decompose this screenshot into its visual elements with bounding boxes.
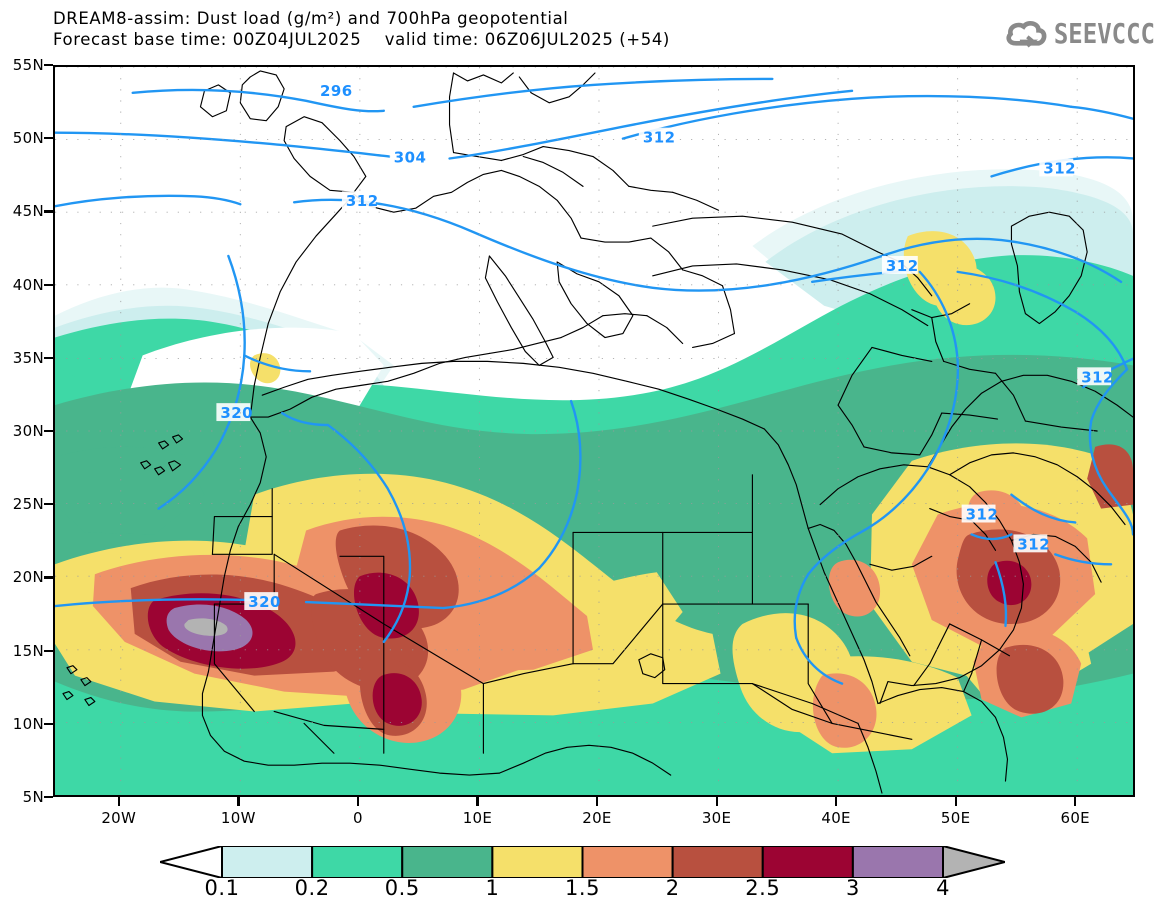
lat-tick — [44, 503, 53, 506]
lon-label: 50E — [940, 809, 971, 827]
lat-label: 45N — [12, 202, 44, 221]
title-line-2: Forecast base time: 00Z04JUL2025 valid t… — [53, 29, 1013, 50]
lat-label: 15N — [12, 641, 44, 660]
lat-label: 10N — [12, 714, 44, 733]
colorbar-tick-label: 0.5 — [384, 876, 420, 900]
svg-text:312: 312 — [1081, 368, 1114, 386]
lat-label: 20N — [12, 568, 44, 587]
colorbar-tick-label: 3 — [845, 876, 860, 900]
lat-tick — [44, 796, 53, 799]
geopotential-contours: 296 304 312 312 312 312 312 312 — [55, 77, 1133, 685]
lat-tick — [44, 430, 53, 433]
dust-load-colorbar[interactable] — [160, 846, 1005, 878]
contour-value-labels: 296 304 312 312 312 312 312 312 — [216, 80, 1114, 611]
lon-tick — [237, 797, 240, 806]
lat-label: 40N — [12, 275, 44, 294]
colorbar-tick-label: 2 — [665, 876, 680, 900]
lon-tick — [715, 797, 718, 806]
lat-tick — [44, 356, 53, 359]
lat-tick — [44, 137, 53, 140]
lat-tick — [44, 722, 53, 725]
lat-tick — [44, 283, 53, 286]
lon-label: 10E — [462, 809, 493, 827]
colorbar-swatch-under — [160, 846, 223, 878]
lon-tick — [835, 797, 838, 806]
colorbar-swatch-over — [942, 846, 1005, 878]
lon-label: 60E — [1060, 809, 1090, 827]
lon-tick — [356, 797, 360, 806]
colorbar-swatch[interactable] — [311, 846, 404, 878]
colorbar-swatch[interactable] — [851, 846, 944, 878]
svg-text:304: 304 — [394, 148, 427, 166]
colorbar-tick-label: 1 — [485, 876, 500, 900]
lon-tick — [117, 797, 120, 806]
lat-tick — [44, 64, 53, 67]
svg-text:312: 312 — [886, 257, 919, 275]
lat-label: 25N — [12, 495, 44, 514]
svg-text:312: 312 — [643, 129, 676, 147]
colorbar-swatch[interactable] — [221, 846, 314, 878]
svg-text:296: 296 — [320, 82, 353, 100]
colorbar-tick-label: 0.1 — [204, 876, 240, 900]
valid-time-text: valid time: 06Z06JUL2025 (+54) — [384, 30, 670, 49]
colorbar-tick-labels: 0.1 0.2 0.5 1 1.5 2 2.5 3 4 — [160, 876, 1005, 904]
colorbar-swatch[interactable] — [761, 846, 854, 878]
lon-label: 30E — [701, 809, 732, 827]
lon-tick — [595, 797, 599, 806]
lat-tick — [44, 210, 53, 213]
chart-title-block: DREAM8-assim: Dust load (g/m²) and 700hP… — [53, 8, 1013, 50]
lon-label: 40E — [821, 809, 851, 827]
lon-label: 10W — [220, 809, 256, 827]
map-plot-area[interactable]: 296 304 312 312 312 312 312 312 — [53, 65, 1135, 797]
colorbar-swatch[interactable] — [581, 846, 674, 878]
lon-tick — [954, 797, 957, 806]
dust-load-contour-fill — [55, 169, 1133, 795]
svg-text:320: 320 — [220, 404, 253, 422]
map-canvas: 296 304 312 312 312 312 312 312 — [55, 67, 1133, 795]
lon-label: 0 — [352, 809, 363, 827]
lat-label: 35N — [12, 348, 44, 367]
svg-text:320: 320 — [248, 593, 281, 611]
colorbar-swatch[interactable] — [671, 846, 764, 878]
colorbar-tick-label: 0.2 — [294, 876, 330, 900]
lat-tick — [44, 649, 53, 652]
colorbar-tick-label: 1.5 — [565, 876, 600, 900]
lat-label: 30N — [12, 422, 44, 440]
seevccc-logo: SEEVCCC — [1005, 14, 1155, 54]
svg-text:312: 312 — [1043, 159, 1076, 177]
lat-label: 55N — [12, 56, 44, 74]
lon-label: 20E — [582, 809, 612, 827]
svg-text:312: 312 — [1017, 535, 1050, 553]
cloud-icon — [1006, 20, 1047, 48]
lat-label: 5N — [22, 788, 44, 806]
lon-tick — [476, 797, 479, 806]
lat-label: 50N — [12, 129, 44, 148]
colorbar-tick-label: 4 — [936, 876, 950, 900]
lon-label: 20W — [101, 809, 137, 827]
lon-tick — [1074, 797, 1077, 806]
logo-text: SEEVCCC — [1053, 17, 1155, 51]
lat-tick — [44, 576, 53, 579]
colorbar-swatch[interactable] — [491, 846, 584, 878]
svg-text:312: 312 — [966, 506, 999, 524]
title-line-1: DREAM8-assim: Dust load (g/m²) and 700hP… — [53, 9, 569, 28]
svg-text:312: 312 — [346, 192, 379, 210]
colorbar-swatch[interactable] — [401, 846, 494, 878]
base-time-text: Forecast base time: 00Z04JUL2025 — [53, 30, 362, 49]
lat-lon-gridlines — [55, 67, 1133, 795]
colorbar-tick-label: 2.5 — [745, 876, 781, 900]
